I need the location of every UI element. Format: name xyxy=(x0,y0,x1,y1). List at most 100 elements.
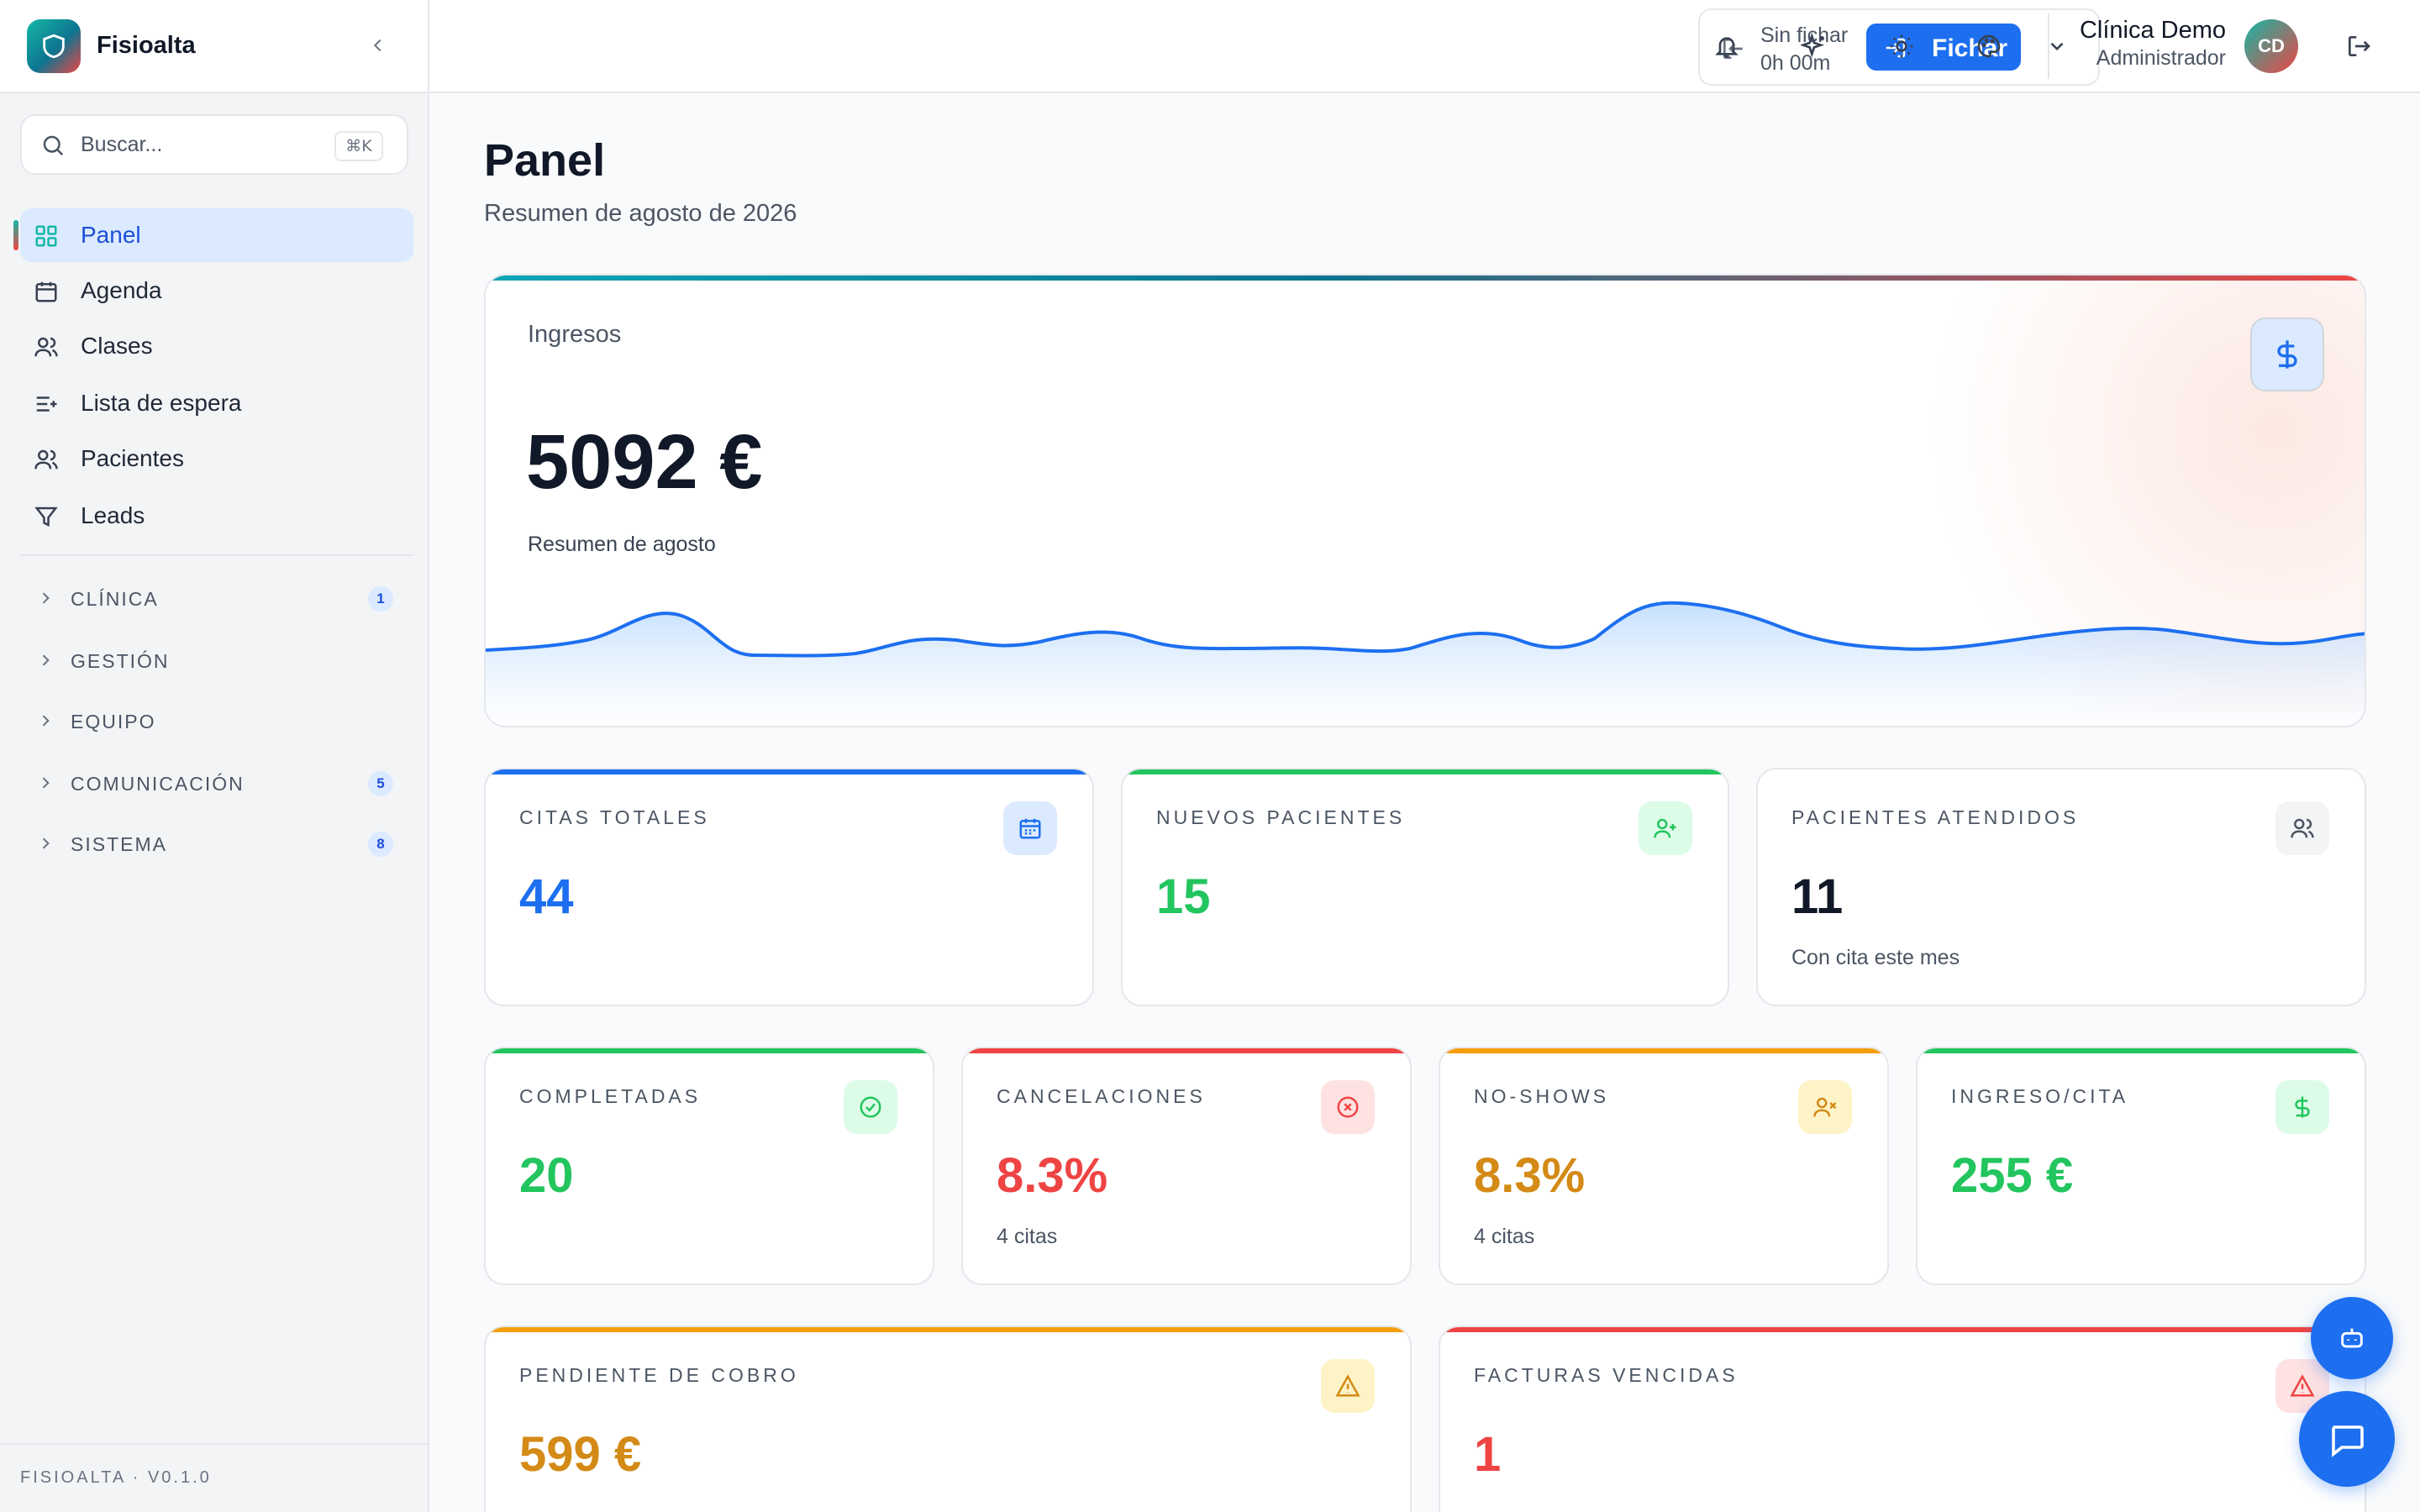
dollar-icon xyxy=(2277,340,2297,369)
page-subtitle: Resumen de agosto de 2026 xyxy=(484,200,797,227)
card-accent-bar xyxy=(1440,1048,1887,1053)
stat-card-citas-totales: CITAS TOTALES 44 xyxy=(484,768,1094,1006)
check-circle-icon xyxy=(860,1096,881,1118)
dollar-icon xyxy=(2295,1096,2310,1118)
revenue-value: 5092 € xyxy=(526,419,763,505)
calendar-icon xyxy=(1019,818,1041,839)
page-title: Panel xyxy=(484,135,606,186)
stat-label: CANCELACIONES xyxy=(997,1085,1206,1107)
revenue-sparkline xyxy=(486,601,2365,726)
log-out-icon xyxy=(2349,36,2370,56)
stat-icon-tile xyxy=(1639,801,1692,855)
logout-button[interactable] xyxy=(2337,24,2381,68)
stat-value: 20 xyxy=(519,1148,574,1203)
sparkline-area xyxy=(486,602,2365,726)
stat-card-pendiente-de-cobro: PENDIENTE DE COBRO 599 € xyxy=(484,1326,1412,1512)
card-accent-bar xyxy=(1440,1327,2365,1332)
stat-card-nuevos-pacientes: NUEVOS PACIENTES 15 xyxy=(1121,768,1729,1006)
revenue-icon-tile xyxy=(2250,318,2324,391)
calendar-icon xyxy=(35,281,57,302)
stat-subtitle: 4 citas xyxy=(997,1225,1058,1248)
sidebar-item-pacientes[interactable]: Pacientes xyxy=(20,432,413,486)
sidebar-group-label: GESTIÓN xyxy=(71,650,170,672)
stat-label: CITAS TOTALES xyxy=(519,806,710,828)
clock-status: Sin fichar 0h 00m xyxy=(1760,22,1848,77)
app-version: FISIOALTA · V0.1.0 xyxy=(20,1468,212,1487)
search-icon xyxy=(43,135,64,156)
ai-bot-button[interactable] xyxy=(2311,1297,2393,1379)
palette-button[interactable] xyxy=(1967,24,2011,68)
sun-icon xyxy=(1890,34,1913,58)
alert-triangle-icon xyxy=(2290,1374,2315,1397)
stat-label: INGRESO/CITA xyxy=(1951,1085,2129,1107)
dashboard-icon xyxy=(35,225,57,247)
sidebar-group-label: EQUIPO xyxy=(71,711,156,732)
nav-divider xyxy=(20,554,413,556)
stat-label: COMPLETADAS xyxy=(519,1085,702,1107)
chat-button[interactable] xyxy=(2299,1391,2395,1487)
stat-subtitle: Con cita este mes xyxy=(1791,946,1960,969)
bell-icon xyxy=(1715,37,1739,58)
theme-toggle-button[interactable] xyxy=(1880,24,1923,68)
sidebar-group-sistema[interactable]: SISTEMA 8 xyxy=(20,820,413,867)
user-role: Administrador xyxy=(2096,46,2226,70)
stat-card-pacientes-atendidos: PACIENTES ATENDIDOS 11 Con cita este mes xyxy=(1756,768,2366,1006)
stat-label: NO-SHOWS xyxy=(1474,1085,1610,1107)
stat-value: 44 xyxy=(519,869,574,924)
app-name: Fisioalta xyxy=(97,32,196,59)
count-badge: 1 xyxy=(368,586,393,612)
stat-value: 1 xyxy=(1474,1427,1502,1482)
card-accent-bar xyxy=(486,276,2365,281)
card-accent-bar xyxy=(963,1048,1410,1053)
chevron-down-icon[interactable] xyxy=(2046,35,2068,57)
chevron-right-icon xyxy=(42,715,50,727)
sidebar-item-clases[interactable]: Clases xyxy=(20,319,413,373)
ai-assistant-button[interactable] xyxy=(1792,24,1836,68)
stat-icon-tile xyxy=(1798,1080,1852,1134)
sidebar-item-leads[interactable]: Leads xyxy=(20,489,413,543)
stat-value: 8.3% xyxy=(1474,1148,1586,1203)
search-input[interactable]: Buscar... ⌘K xyxy=(20,114,408,175)
top-bar: Sin fichar 0h 00m Fichar Clínica Demo Ad… xyxy=(429,0,2420,93)
sidebar-item-lista-de-espera[interactable]: Lista de espera xyxy=(20,376,413,430)
filter-icon xyxy=(34,507,58,528)
sidebar-group-gestion[interactable]: GESTIÓN xyxy=(20,637,413,684)
app-logo[interactable] xyxy=(27,19,81,73)
avatar[interactable]: CD xyxy=(2244,19,2298,73)
stat-card-cancelaciones: CANCELACIONES 8.3% 4 citas xyxy=(961,1047,1412,1285)
card-accent-bar xyxy=(486,1048,933,1053)
stat-card-no-shows: NO-SHOWS 8.3% 4 citas xyxy=(1439,1047,1889,1285)
stat-card-ingreso-cita: INGRESO/CITA 255 € xyxy=(1916,1047,2366,1285)
sidebar-item-label: Clases xyxy=(81,333,153,359)
stat-icon-tile xyxy=(2275,1080,2329,1134)
stat-label: PACIENTES ATENDIDOS xyxy=(1791,806,2080,828)
stat-card-completadas: COMPLETADAS 20 xyxy=(484,1047,934,1285)
sparkline-line xyxy=(486,601,2365,658)
active-indicator xyxy=(13,220,18,250)
stat-value: 11 xyxy=(1791,869,1844,924)
search-placeholder: Buscar... xyxy=(81,133,163,156)
card-accent-bar xyxy=(486,769,1092,774)
stat-value: 8.3% xyxy=(997,1148,1108,1203)
notifications-button[interactable] xyxy=(1705,24,1749,68)
sidebar-group-equipo[interactable]: EQUIPO xyxy=(20,697,413,744)
stat-label: FACTURAS VENCIDAS xyxy=(1474,1364,1739,1386)
user-name: Clínica Demo xyxy=(2079,17,2226,44)
sidebar-item-agenda[interactable]: Agenda xyxy=(20,264,413,318)
sidebar-item-label: Leads xyxy=(81,502,145,528)
clock-elapsed-time: 0h 00m xyxy=(1760,51,1831,75)
sidebar-item-panel[interactable]: Panel xyxy=(20,208,413,262)
sidebar-item-label: Panel xyxy=(81,222,141,248)
stat-icon-tile xyxy=(1321,1080,1375,1134)
user-plus-icon xyxy=(1654,818,1676,838)
collapse-sidebar-button[interactable] xyxy=(363,30,393,60)
stat-card-facturas-vencidas: FACTURAS VENCIDAS 1 xyxy=(1439,1326,2366,1512)
sidebar-group-label: SISTEMA xyxy=(71,833,167,855)
sidebar-group-clinica[interactable]: CLÍNICA 1 xyxy=(20,575,413,622)
sidebar-group-comunicacion[interactable]: COMUNICACIÓN 5 xyxy=(20,759,413,806)
sidebar-item-label: Agenda xyxy=(81,277,162,303)
list-plus-icon xyxy=(36,396,57,412)
stat-icon-tile xyxy=(2275,801,2329,855)
chevron-right-icon xyxy=(42,777,50,789)
stat-label: PENDIENTE DE COBRO xyxy=(519,1364,799,1386)
